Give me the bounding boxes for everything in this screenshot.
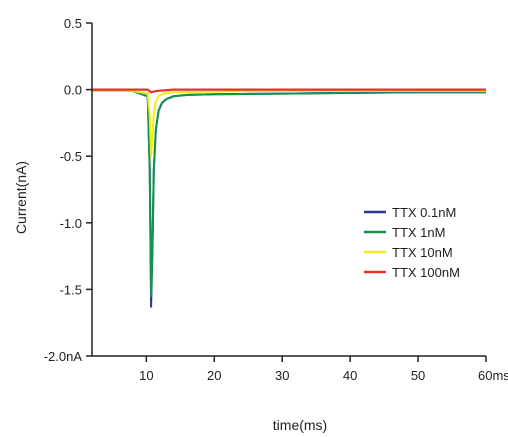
- legend-label: TTX 1nM: [392, 225, 445, 240]
- x-tick-label: 20: [207, 368, 221, 383]
- x-tick-label: 50: [411, 368, 425, 383]
- series-line-ttx-1nm: [92, 89, 486, 298]
- y-tick-label: -1.0: [60, 216, 82, 231]
- x-ticks: 10 20 30 40 50 60ms: [139, 356, 508, 383]
- x-axis-label: time(ms): [273, 417, 327, 433]
- legend-label: TTX 100nM: [392, 265, 460, 280]
- y-tick-label: -1.5: [60, 282, 82, 297]
- y-tick-label: -2.0nA: [44, 349, 83, 364]
- legend-label: TTX 10nM: [392, 245, 453, 260]
- y-tick-label: 0.0: [64, 83, 82, 98]
- axes: [91, 23, 486, 357]
- series-line-ttx-10nm: [92, 89, 486, 158]
- y-tick-label: -0.5: [60, 149, 82, 164]
- series-line-ttx-100nm: [92, 88, 486, 94]
- x-tick-label: 60ms: [478, 368, 508, 383]
- x-tick-label: 40: [343, 368, 357, 383]
- y-tick-label: 0.5: [64, 16, 82, 31]
- y-ticks: 0.5 0.0 -0.5 -1.0 -1.5 -2.0nA: [44, 16, 92, 364]
- y-axis-label: Current(nA): [13, 161, 29, 234]
- x-tick-label: 30: [275, 368, 289, 383]
- plot-area: [92, 88, 486, 308]
- x-tick-label: 10: [139, 368, 153, 383]
- legend-label: TTX 0.1nM: [392, 205, 456, 220]
- legend: TTX 0.1nM TTX 1nM TTX 10nM TTX 100nM: [364, 205, 460, 280]
